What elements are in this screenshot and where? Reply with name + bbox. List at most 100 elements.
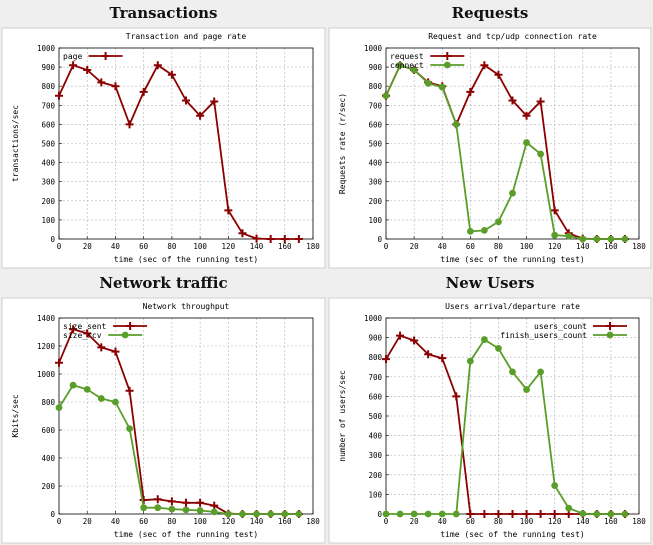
chart-title: Request and tcp/udp connection rate xyxy=(428,32,597,41)
data-point-marker xyxy=(396,331,405,340)
data-point-marker xyxy=(396,61,404,69)
y-tick-label: 500 xyxy=(368,412,382,421)
x-tick-label: 180 xyxy=(632,242,646,251)
y-tick-label: 0 xyxy=(50,510,55,519)
data-point-marker xyxy=(593,510,601,518)
x-tick-label: 80 xyxy=(494,242,504,251)
y-tick-label: 200 xyxy=(368,471,382,480)
x-tick-label: 140 xyxy=(250,517,264,526)
data-point-marker xyxy=(551,231,559,239)
data-point-marker xyxy=(55,358,63,367)
panel-title: Network traffic xyxy=(99,274,228,292)
data-point-marker xyxy=(210,508,218,516)
data-point-marker xyxy=(83,386,91,393)
y-tick-label: 1000 xyxy=(37,44,56,53)
x-tick-label: 40 xyxy=(111,242,121,251)
plot-frame xyxy=(58,47,314,240)
data-point-marker xyxy=(139,87,148,96)
x-tick-label: 120 xyxy=(548,517,562,526)
data-point-marker xyxy=(410,336,419,345)
legend-label: request xyxy=(390,52,424,61)
y-tick-label: 500 xyxy=(368,140,382,149)
data-point-marker xyxy=(537,150,545,158)
y-tick-label: 400 xyxy=(41,454,55,463)
data-point-marker xyxy=(565,504,573,512)
data-point-marker xyxy=(438,354,447,363)
data-point-marker xyxy=(140,504,148,512)
plot-frame xyxy=(58,317,314,515)
panel-network-traffic: Network traffic Network throughput 0 20 40 6… xyxy=(0,270,327,545)
chart-title: Network throughput xyxy=(143,302,230,311)
data-point-marker xyxy=(523,139,530,146)
legend-label: page xyxy=(63,52,82,61)
x-tick-label: 0 xyxy=(384,517,389,526)
data-point-marker xyxy=(537,368,545,376)
data-point-marker xyxy=(126,425,133,432)
y-tick-label: 300 xyxy=(368,451,382,460)
data-point-marker xyxy=(536,510,545,518)
data-point-marker xyxy=(55,91,63,100)
y-tick-label: 700 xyxy=(368,101,382,110)
legend-label: finish_users_count xyxy=(500,331,587,340)
y-tick-label: 0 xyxy=(377,510,382,519)
data-point-marker xyxy=(466,87,475,96)
data-point-marker xyxy=(621,235,629,243)
data-point-marker xyxy=(382,510,390,518)
data-point-marker xyxy=(112,398,119,406)
data-point-marker xyxy=(443,52,452,60)
legend-entry: finish_users_count xyxy=(500,331,627,340)
x-tick-label: 120 xyxy=(222,517,236,526)
x-tick-label: 40 xyxy=(438,242,448,251)
x-tick-label: 100 xyxy=(520,242,534,251)
data-point-marker xyxy=(466,510,475,518)
data-point-marker xyxy=(410,510,418,518)
x-tick-label: 180 xyxy=(632,517,646,526)
data-point-marker xyxy=(239,510,246,518)
x-tick-label: 80 xyxy=(494,517,504,526)
y-tick-label: 1000 xyxy=(364,44,383,53)
data-point-marker xyxy=(210,501,219,510)
y-tick-label: 800 xyxy=(41,398,55,407)
y-tick-label: 700 xyxy=(41,101,55,110)
data-point-marker xyxy=(168,505,176,513)
panel-requests: Requests Request and tcp/udp connection … xyxy=(327,0,653,270)
chart-title: Transaction and page rate xyxy=(126,32,247,41)
data-point-marker xyxy=(382,355,390,364)
data-point-marker xyxy=(565,232,573,240)
data-point-marker xyxy=(196,507,204,514)
data-point-marker xyxy=(480,510,489,518)
data-point-marker xyxy=(424,510,432,518)
y-tick-label: 1400 xyxy=(37,314,56,323)
data-point-marker xyxy=(438,510,446,518)
y-tick-label: 200 xyxy=(41,197,55,206)
legend-label: size_sent xyxy=(63,322,107,331)
data-point-marker xyxy=(154,504,162,512)
y-tick-label: 400 xyxy=(368,432,382,441)
data-point-marker xyxy=(579,235,587,243)
x-tick-label: 100 xyxy=(193,517,207,526)
y-tick-label: 400 xyxy=(368,159,382,168)
y-tick-label: 1000 xyxy=(364,314,383,323)
plot-background xyxy=(1,297,326,544)
data-point-marker xyxy=(523,386,530,393)
x-tick-label: 60 xyxy=(466,242,476,251)
x-tick-label: 20 xyxy=(83,517,93,526)
data-point-marker xyxy=(522,111,531,120)
y-tick-label: 800 xyxy=(368,353,382,362)
x-axis-label: time (sec of the running test) xyxy=(114,530,259,539)
x-tick-label: 180 xyxy=(306,242,320,251)
chart-transactions: Transaction and page rate 0 20 40 60 80 100 120… xyxy=(1,27,326,269)
x-tick-label: 120 xyxy=(548,242,562,251)
x-tick-label: 100 xyxy=(520,517,534,526)
data-point-marker xyxy=(182,498,190,507)
data-point-marker xyxy=(83,65,92,74)
data-point-marker xyxy=(281,510,289,518)
data-point-marker xyxy=(480,227,488,234)
data-point-marker xyxy=(452,510,460,518)
y-tick-label: 600 xyxy=(41,426,55,435)
data-point-marker xyxy=(252,234,261,243)
data-point-marker xyxy=(607,510,615,518)
y-tick-label: 200 xyxy=(41,482,55,491)
y-tick-label: 600 xyxy=(41,120,55,129)
x-tick-label: 180 xyxy=(306,517,320,526)
